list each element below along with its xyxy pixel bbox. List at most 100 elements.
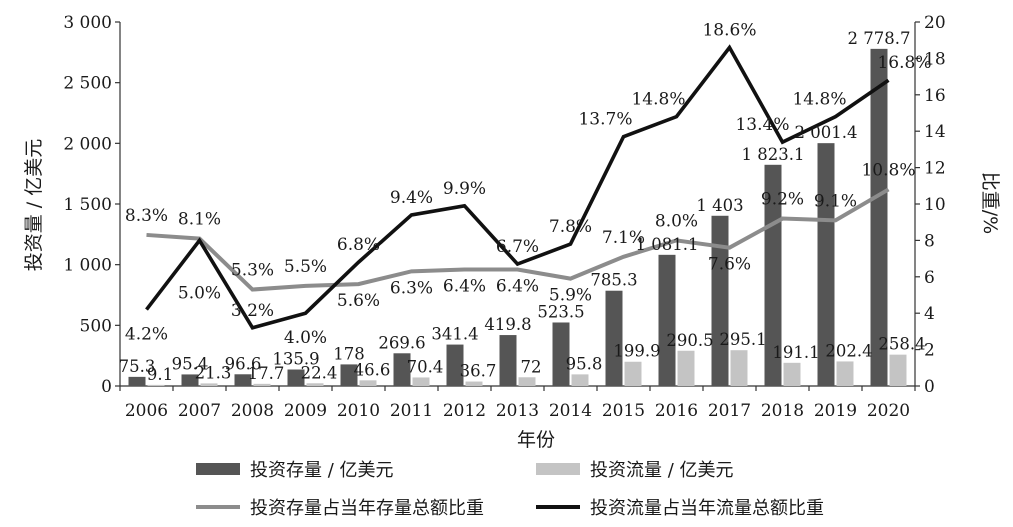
bars — [128, 48, 907, 386]
bar-flow-label: 17.7 — [248, 364, 285, 383]
y-axis-title: 投资量 / 亿美元 — [23, 139, 45, 271]
line-stock-share-label: 8.3% — [125, 206, 168, 226]
bar-flow-label: 258.4 — [878, 335, 925, 354]
bar-flow-label: 199.9 — [613, 342, 660, 361]
x-tick-label: 2007 — [178, 401, 221, 421]
y-tick-label: 3 000 — [63, 13, 112, 33]
bar-stock — [340, 364, 358, 386]
data-labels: 75.3 95.4 96.6 135.9 178 269.6 341.4 419.8 523.5… — [119, 20, 932, 383]
x-tick-label: 2008 — [231, 401, 274, 421]
x-tick-label: 2010 — [337, 401, 380, 421]
bar-flow-label: 22.4 — [301, 363, 338, 382]
y2-tick-label: 8 — [924, 231, 935, 251]
bar-stock — [393, 353, 411, 386]
line-stock-share-label: 7.6% — [708, 255, 751, 275]
bar-stock-label: 269.6 — [378, 333, 425, 352]
bar-flow — [359, 380, 377, 386]
legend: 投资存量 / 亿美元 投资流量 / 亿美元 投资存量占当年存量总额比重 投资流量… — [196, 460, 824, 519]
bar-stock — [870, 48, 888, 386]
bar-flow-label: 9.1 — [147, 365, 173, 384]
line-flow-share-label: 13.4% — [735, 115, 789, 135]
bar-stock-label: 96.6 — [225, 354, 262, 373]
bar-stock — [552, 322, 570, 386]
bar-flow — [624, 361, 642, 386]
line-flow-share-label: 3.2% — [231, 301, 274, 321]
x-tick-label: 2019 — [814, 401, 857, 421]
line-stock-share-label: 6.4% — [496, 277, 539, 297]
line-stock-share-label: 6.4% — [443, 277, 486, 297]
bar-stock — [446, 344, 464, 386]
line-stock-share-label: 9.2% — [761, 190, 804, 210]
line-stock-share-label: 6.3% — [390, 278, 433, 298]
y-tick-label: 1 500 — [63, 195, 112, 215]
line-flow-share-label: 13.7% — [578, 110, 632, 130]
bar-stock-label: 1 403 — [696, 196, 743, 215]
bar-flow — [306, 383, 324, 386]
y2-tick-label: 6 — [924, 268, 935, 288]
bar-flow — [412, 377, 430, 386]
bar-stock-label: 341.4 — [431, 325, 478, 344]
bar-stock-label: 75.3 — [119, 357, 156, 376]
legend-label-flow-share: 投资流量占当年流量总额比重 — [590, 498, 824, 519]
x-tick-label: 2011 — [390, 401, 433, 421]
y-tick-label: 500 — [80, 316, 112, 336]
line-flow-share-label: 7.8% — [549, 217, 592, 237]
bar-flow — [783, 362, 801, 386]
x-tick-label: 2016 — [655, 401, 698, 421]
line-flow-share-label: 9.9% — [443, 179, 486, 199]
bar-stock — [817, 143, 835, 386]
bar-stock-label: 178 — [333, 344, 365, 363]
x-tick-label: 2017 — [708, 401, 751, 421]
bar-flow-label: 191.1 — [772, 343, 819, 362]
line-stock-share-label: 5.3% — [231, 261, 274, 281]
x-tick-label: 2018 — [761, 401, 804, 421]
bar-flow — [253, 383, 271, 386]
bar-stock-label: 2 778.7 — [848, 29, 911, 48]
x-tick-label: 2012 — [443, 401, 486, 421]
line-stock-share-label: 8.0% — [655, 211, 698, 231]
y2-tick-label: 20 — [924, 13, 946, 33]
bar-flow-label: 21.3 — [195, 363, 232, 382]
y2-tick-label: 4 — [924, 304, 935, 324]
bar-flow — [571, 374, 589, 386]
y-tick-label: 2 000 — [63, 134, 112, 154]
bar-stock — [181, 374, 199, 386]
axes: 0 500 1 000 1 500 2 000 2 500 3 000 0 2 4 6 8 10 12 14… — [63, 13, 945, 421]
x-tick-label: 2006 — [125, 401, 168, 421]
bar-flow-label: 46.6 — [354, 360, 391, 379]
line-stock-share-label: 5.6% — [337, 291, 380, 311]
lines — [145, 44, 890, 330]
bar-stock — [128, 376, 146, 386]
bar-stock — [658, 254, 676, 386]
bar-stock — [234, 374, 252, 386]
x-tick-label: 2013 — [496, 401, 539, 421]
bar-stock — [605, 290, 623, 386]
line-flow-share-label: 16.8% — [877, 53, 931, 73]
y2-tick-label: 2 — [924, 341, 935, 361]
bar-flow-label: 95.8 — [566, 354, 603, 373]
bar-stock-label: 523.5 — [537, 302, 584, 321]
bar-flow — [465, 381, 483, 386]
bar-stock-label: 419.8 — [484, 315, 531, 334]
bar-stock-label: 95.4 — [172, 354, 209, 373]
line-stock-share-label: 5.5% — [284, 257, 327, 277]
y-tick-label: 2 500 — [63, 74, 112, 94]
line-flow-share-label: 18.6% — [702, 20, 756, 40]
line-flow-share-label: 5.0% — [178, 283, 221, 303]
bar-flow — [836, 361, 854, 386]
bar-stock-label: 785.3 — [590, 271, 637, 290]
bar-stock-label: 1 823.1 — [742, 145, 805, 164]
bar-flow-label: 72 — [521, 357, 542, 376]
line-flow-share-label: 6.8% — [337, 235, 380, 255]
line-stock-share-label: 9.1% — [814, 191, 857, 211]
legend-label-flow: 投资流量 / 亿美元 — [590, 460, 734, 481]
legend-swatch-stock — [196, 463, 240, 475]
bar-flow-label: 36.7 — [460, 362, 497, 381]
bar-flow — [147, 384, 165, 386]
line-stock-share-label: 8.1% — [178, 210, 221, 230]
x-tick-label: 2020 — [867, 401, 910, 421]
y2-axis-title: 比重/% — [979, 172, 1001, 234]
y2-tick-label: 16 — [924, 86, 946, 106]
bar-flow-label: 295.1 — [719, 330, 766, 349]
